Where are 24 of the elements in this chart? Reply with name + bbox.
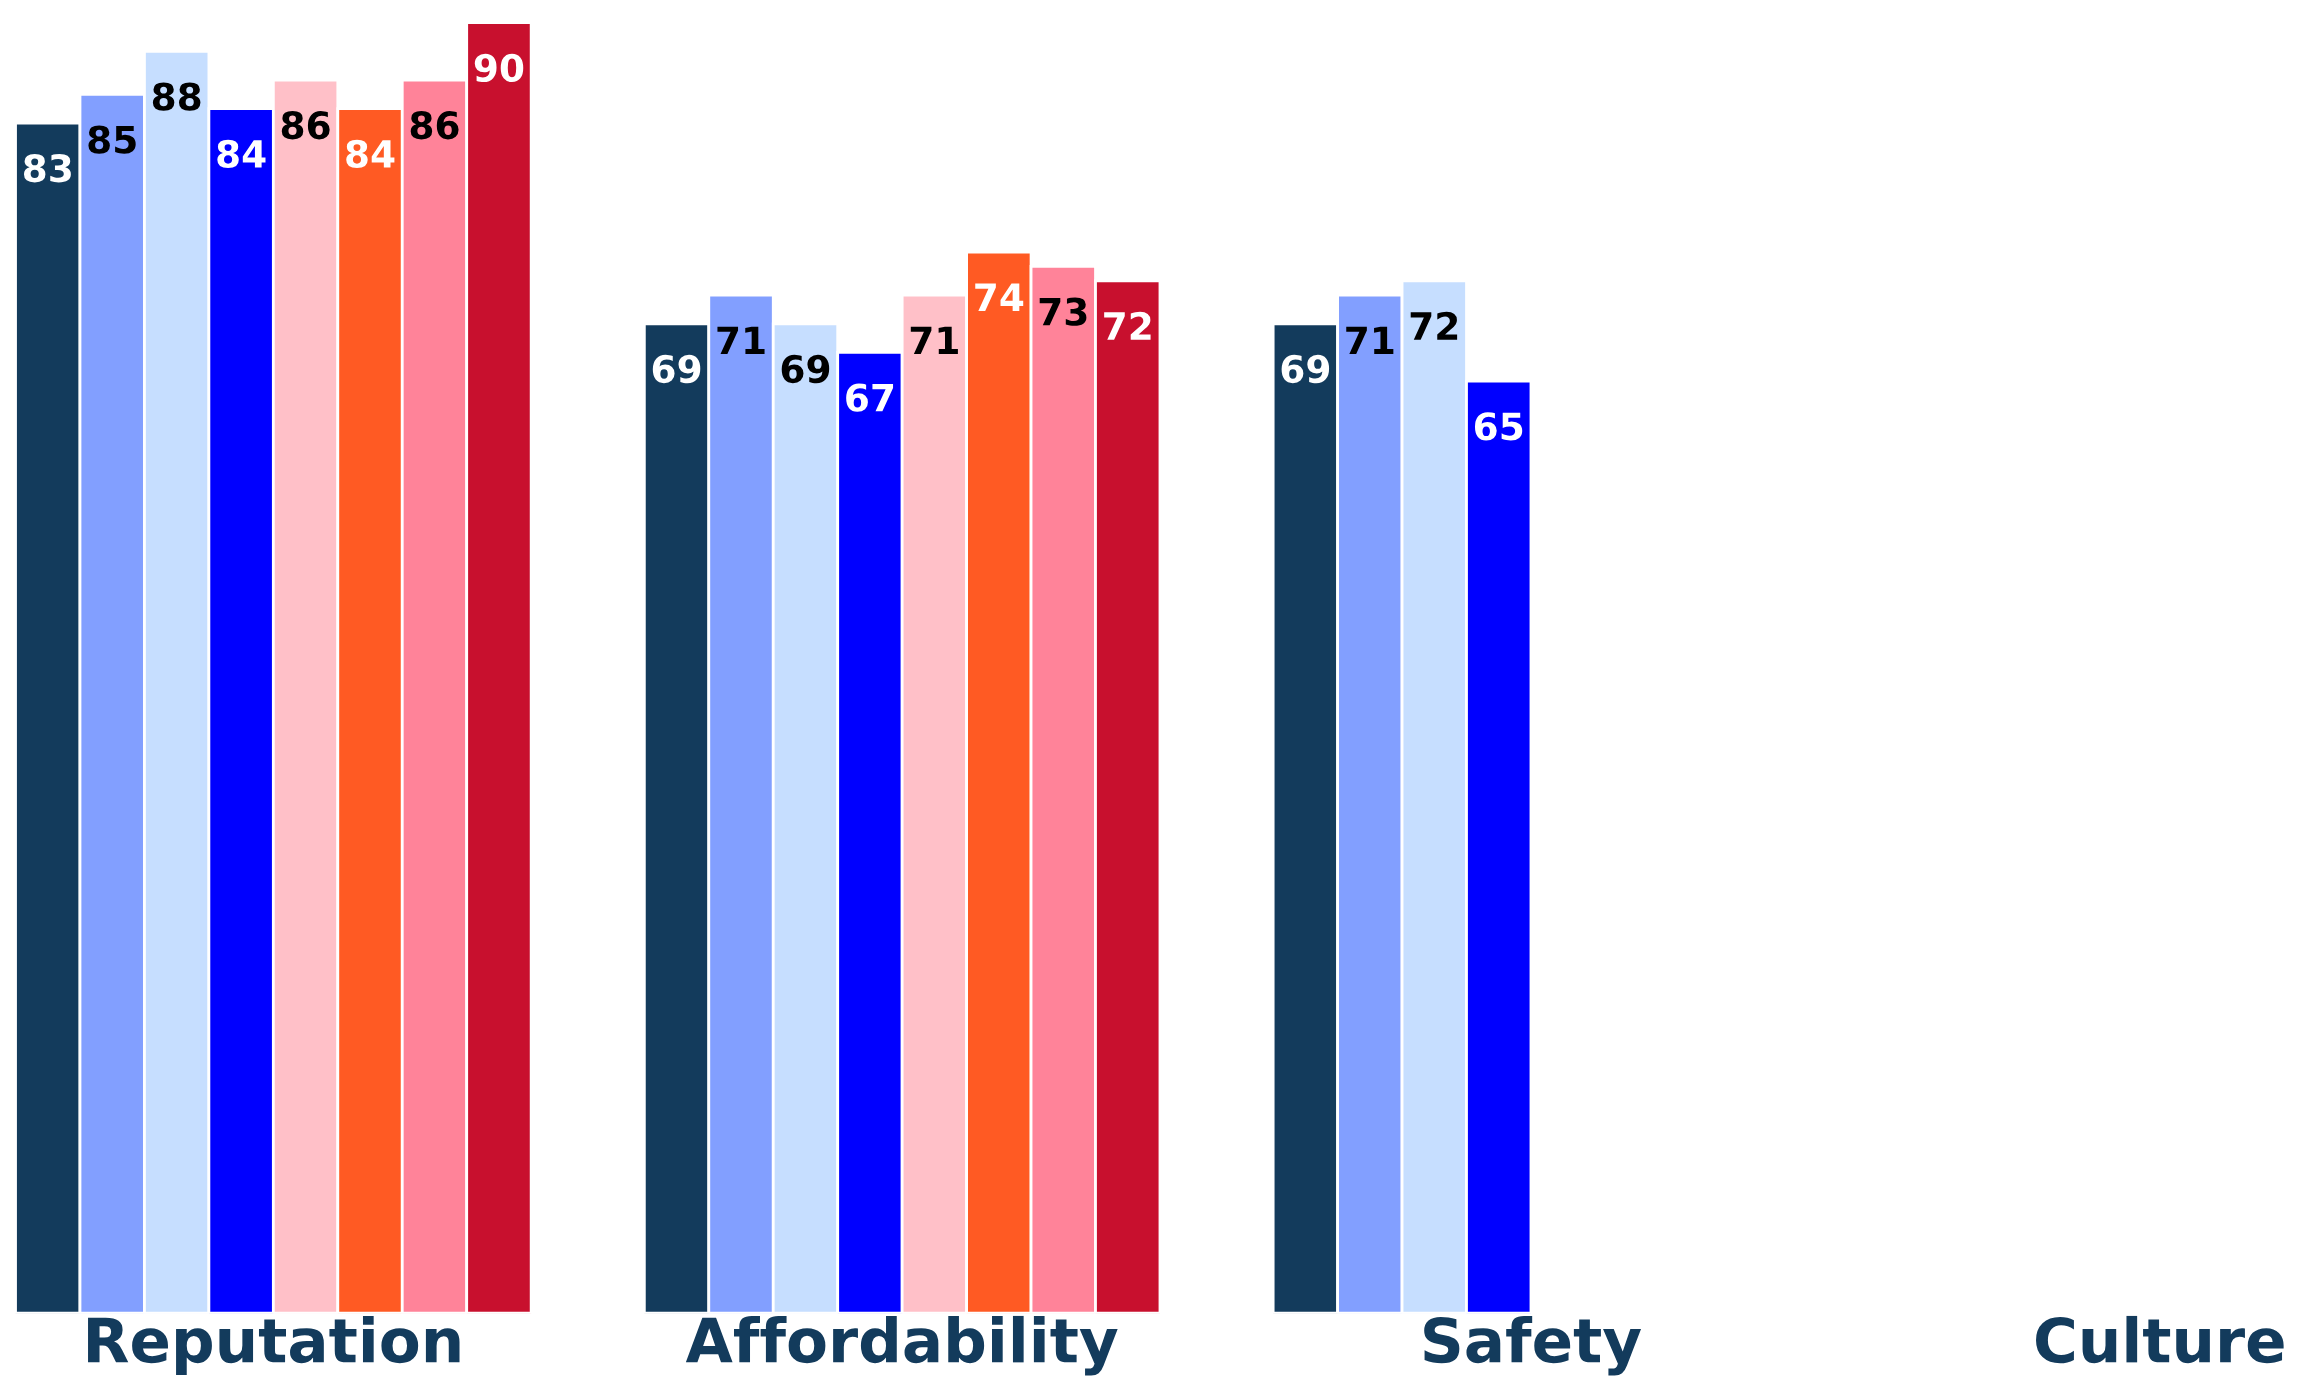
data-label: 71 (1346, 326, 1394, 354)
x-tick-label: Safety (1424, 1315, 1642, 1376)
data-label: 86 (410, 111, 459, 140)
data-label: 65 (1474, 412, 1523, 441)
data-label: 72 (1104, 311, 1151, 340)
x-tick-label: Reputation (88, 1315, 460, 1376)
data-label: 73 (1039, 297, 1087, 326)
data-label: 74 (975, 283, 1024, 311)
data-label: 67 (846, 383, 894, 412)
x-tick-label: Affordability (685, 1315, 1118, 1376)
data-label: 85 (88, 125, 136, 154)
data-label: 83 (23, 154, 71, 183)
data-label: 72 (1410, 311, 1458, 340)
data-label: 69 (652, 354, 701, 384)
data-label: 90 (474, 53, 524, 83)
data-label: 88 (152, 82, 201, 111)
data-label: 69 (781, 354, 830, 384)
data-label: 84 (217, 139, 266, 169)
data-label: 86 (281, 111, 330, 140)
data-label: 71 (910, 326, 958, 354)
x-tick-label: Culture (2036, 1315, 2284, 1364)
data-label: 71 (717, 326, 765, 354)
data-label: 84 (346, 139, 395, 169)
data-label: 69 (1281, 354, 1330, 384)
